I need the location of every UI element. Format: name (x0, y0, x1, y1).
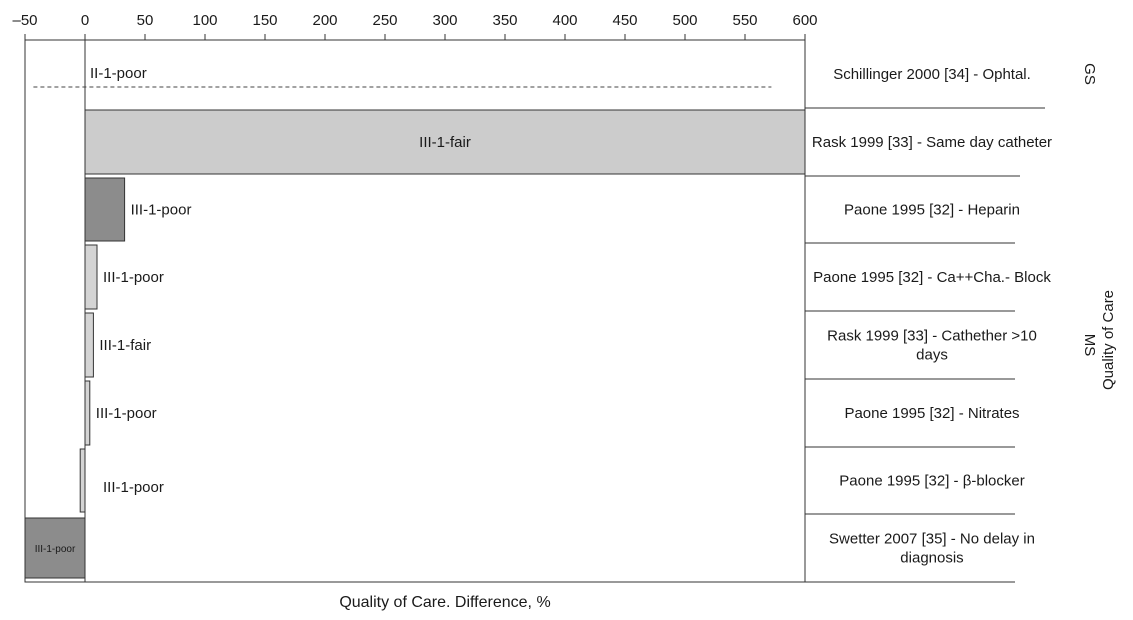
x-tick-label: 600 (792, 12, 817, 29)
bar-label: III-1-poor (131, 202, 192, 219)
x-tick-label: 400 (552, 12, 577, 29)
row-label: Swetter 2007 [35] - No delay in (829, 531, 1035, 548)
row-labels: Schillinger 2000 [34] - Ophtal. Rask 1999… (812, 66, 1052, 567)
row-label: Paone 1995 [32] - Ca++Cha.- Block (813, 269, 1051, 286)
bar (84, 312, 94, 378)
row-label: days (916, 347, 948, 364)
bar-label: III-1-fair (99, 337, 151, 354)
row-dividers (805, 107, 1045, 583)
x-tick-label: 550 (732, 12, 757, 29)
bar (84, 177, 126, 242)
x-tick-label: 250 (372, 12, 397, 29)
bar-label: III-1-poor (96, 405, 157, 422)
x-tick-label: 500 (672, 12, 697, 29)
group-labels: GS MS (1081, 63, 1098, 356)
bar-labels: II-1-poor III-1-fair III-1-poor III-1-poor I… (35, 65, 471, 555)
y-axis-title: Quality of Care (1100, 290, 1117, 390)
x-tick-label: 50 (137, 12, 154, 29)
x-axis-ticks (24, 34, 806, 40)
bar (84, 380, 91, 446)
bar-label: III-1-fair (419, 134, 471, 151)
row-label: Schillinger 2000 [34] - Ophtal. (833, 66, 1031, 83)
bar (24, 517, 86, 579)
x-tick-label: –50 (12, 12, 37, 29)
bars (24, 86, 806, 579)
row-label: Paone 1995 [32] - Nitrates (844, 405, 1019, 422)
x-axis-tick-labels: –50 0 50 100 150 200 250 300 350 400 450 500 550 600 (12, 12, 817, 29)
bar (84, 109, 806, 175)
bar-label: III-1-poor (103, 269, 164, 286)
bar-label: III-1-poor (35, 544, 76, 555)
row-label: Paone 1995 [32] - β-blocker (839, 473, 1024, 490)
bar-label: III-1-poor (103, 479, 164, 496)
x-tick-label: 100 (192, 12, 217, 29)
x-axis-title: Quality of Care. Difference, % (339, 594, 550, 611)
group-label: MS (1081, 334, 1098, 357)
x-tick-label: 350 (492, 12, 517, 29)
x-tick-label: 300 (432, 12, 457, 29)
x-tick-label: 150 (252, 12, 277, 29)
group-label: GS (1081, 63, 1098, 85)
row-label: Rask 1999 [33] - Same day catheter (812, 134, 1052, 151)
bar-label: II-1-poor (90, 65, 147, 82)
x-tick-label: 0 (81, 12, 89, 29)
row-label: Rask 1999 [33] - Cathether >10 (827, 328, 1037, 345)
x-tick-label: 200 (312, 12, 337, 29)
row-label: diagnosis (900, 550, 963, 567)
row-label: Paone 1995 [32] - Heparin (844, 202, 1020, 219)
bar (79, 448, 86, 513)
x-tick-label: 450 (612, 12, 637, 29)
bar (84, 244, 98, 310)
